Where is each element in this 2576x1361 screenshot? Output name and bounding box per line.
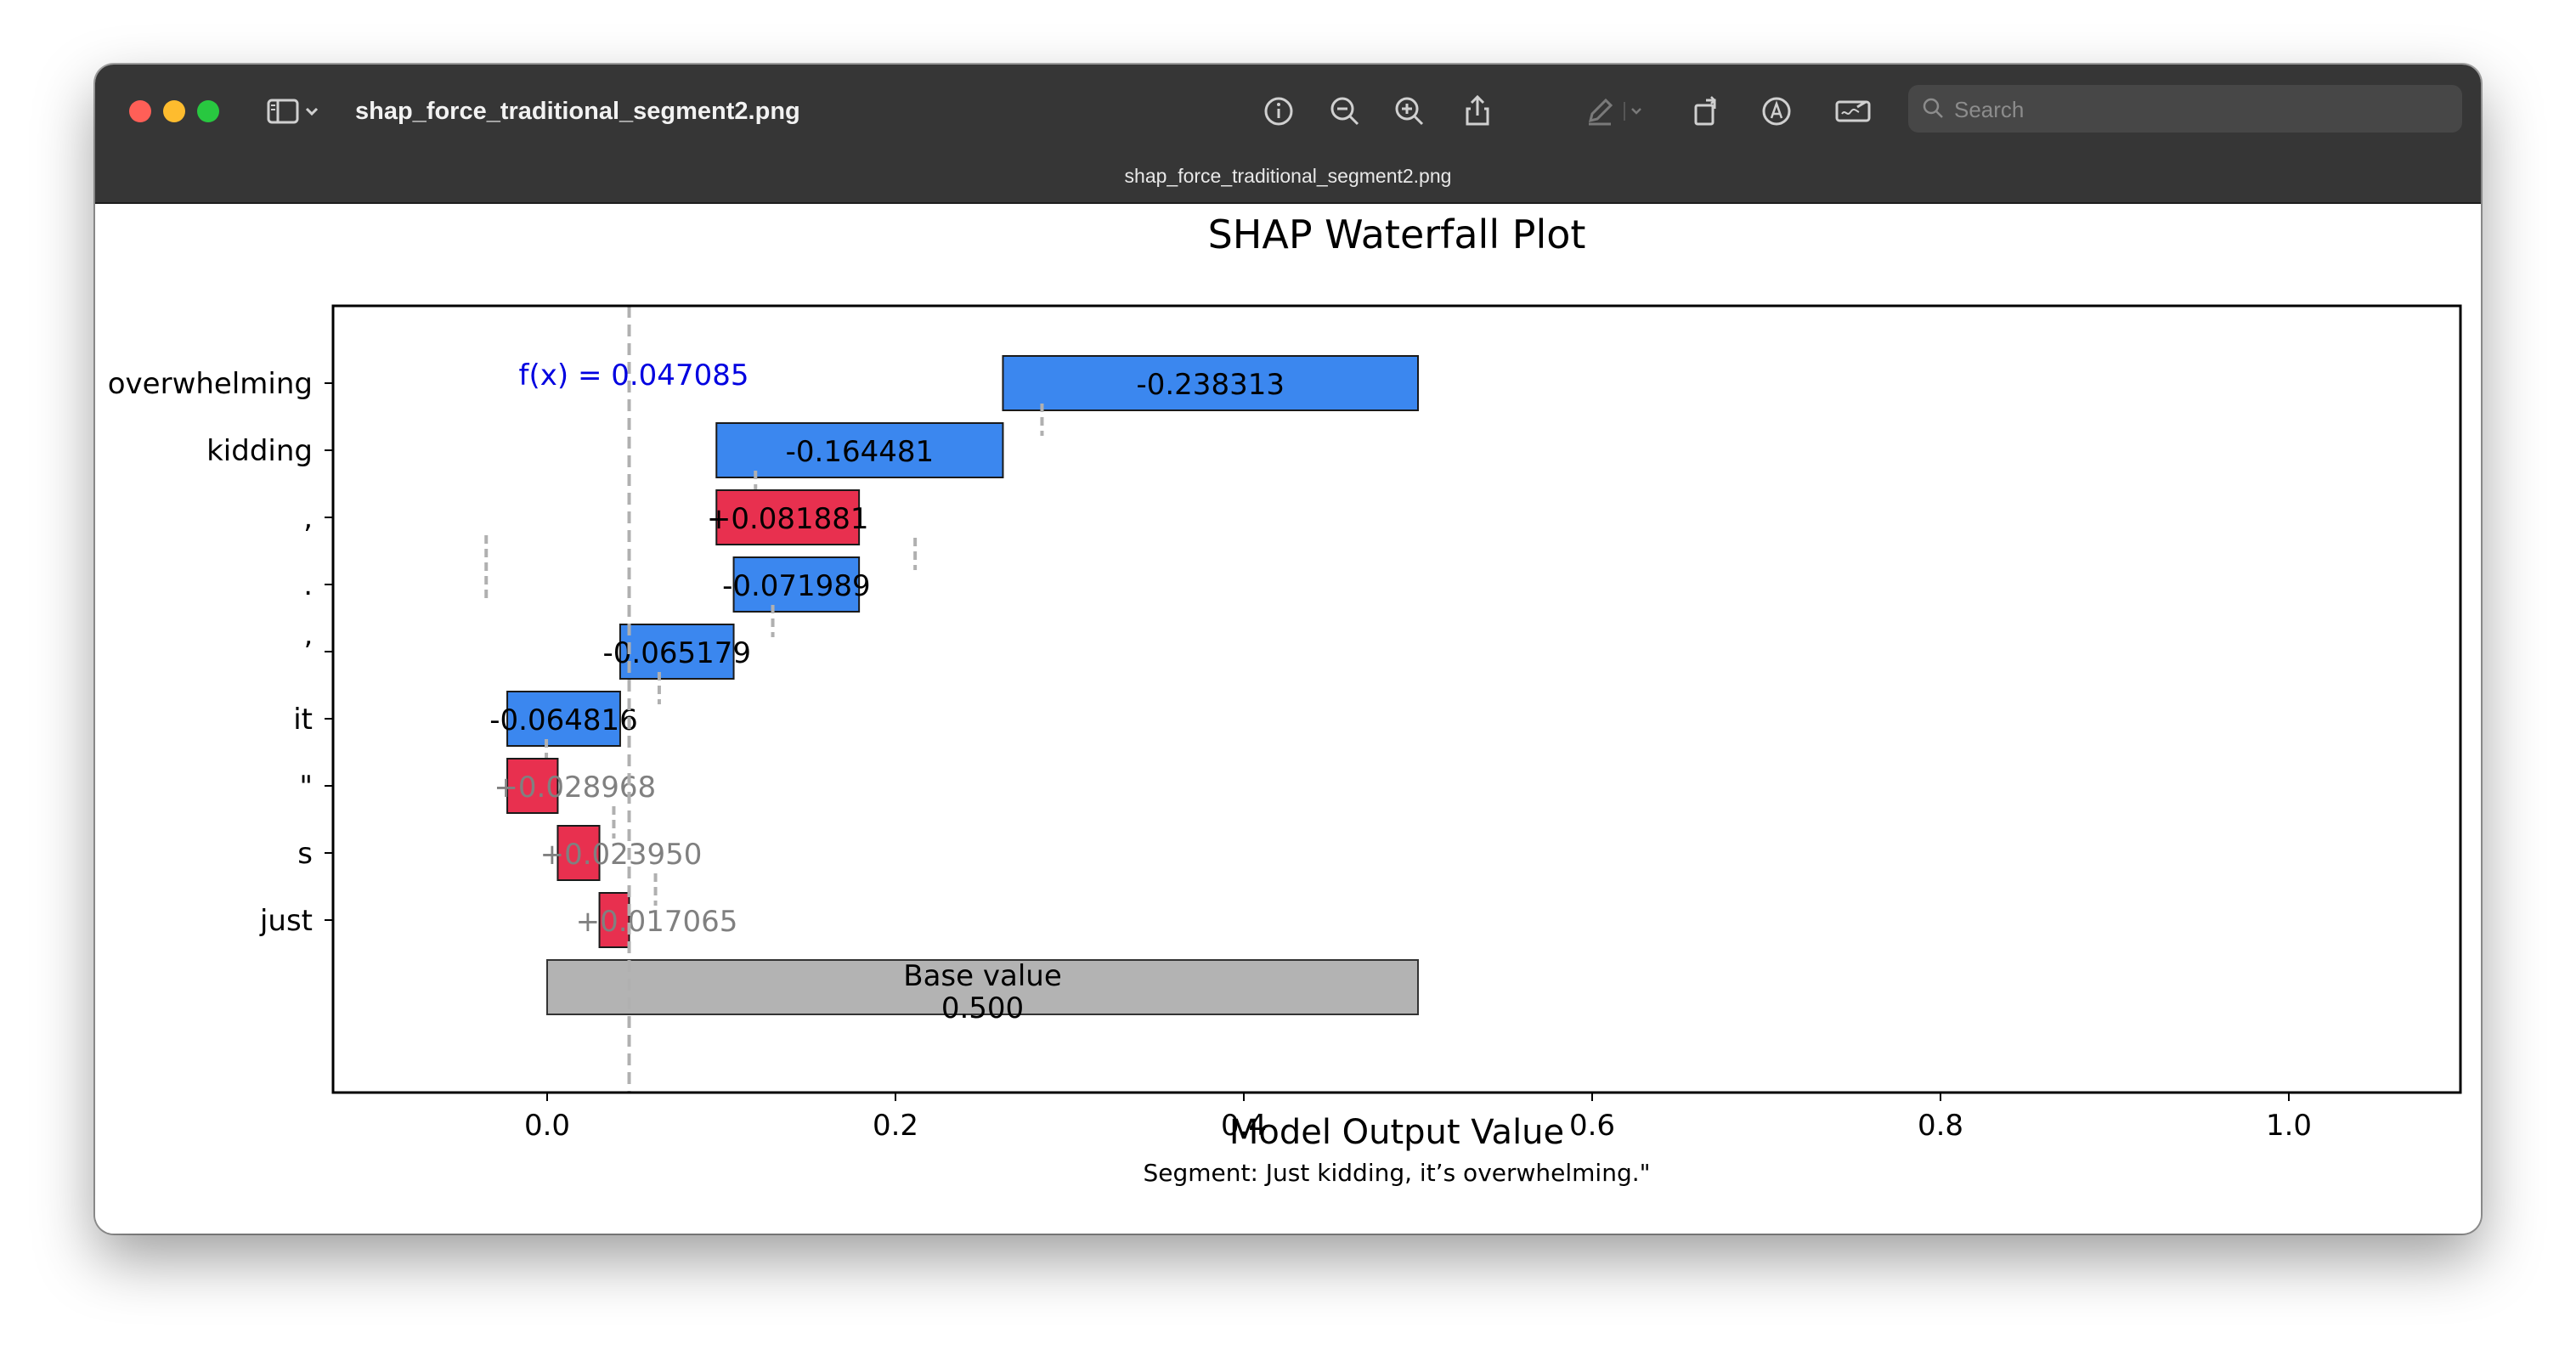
feature-bar (1002, 355, 1420, 411)
shap-waterfall-chart: SHAP Waterfall Plot -0.238313 overwhelming… (108, 212, 2462, 1187)
feature-token-label: overwhelming (108, 367, 313, 401)
document-title: shap_force_traditional_segment2.png (1124, 165, 1452, 187)
preview-window: shap_force_traditional_segment2.png (95, 65, 2481, 1234)
feature-token-label: kidding (206, 434, 313, 468)
title-bar: shap_force_traditional_segment2.png (95, 65, 2481, 204)
feature-token-label: ’ (303, 635, 313, 669)
zoom-in-icon[interactable] (1388, 90, 1431, 133)
search-icon (1923, 98, 1943, 118)
feature-value-label: +0.081881 (707, 502, 869, 536)
feature-bar (619, 624, 735, 680)
feature-value-label: +0.017065 (576, 905, 738, 939)
feature-bar (715, 422, 1004, 478)
image-canvas: SHAP Waterfall Plot -0.238313 overwhelming… (95, 204, 2481, 1234)
maximize-window-button[interactable] (197, 100, 219, 122)
feature-bar (732, 556, 861, 613)
info-icon[interactable] (1257, 90, 1300, 133)
feature-bar (556, 825, 601, 881)
feature-value-label: -0.064816 (489, 703, 638, 737)
feature-value-label: +0.023950 (540, 838, 703, 872)
zoom-out-icon[interactable] (1324, 90, 1366, 133)
x-tick-label: 0.2 (873, 1109, 918, 1143)
minimize-window-button[interactable] (163, 100, 185, 122)
feature-value-label: +0.028968 (494, 771, 656, 805)
x-tick-label: 0.8 (1918, 1109, 1963, 1143)
markup-icon[interactable] (1755, 90, 1798, 133)
feature-bar (598, 892, 630, 948)
share-icon[interactable] (1456, 90, 1499, 133)
segment-caption: Segment: Just kidding, it’s overwhelming… (1143, 1159, 1650, 1187)
search-field[interactable] (1908, 85, 2462, 133)
feature-token-label: . (303, 568, 313, 602)
feature-token-label: it (293, 703, 313, 737)
signature-icon[interactable] (1832, 90, 1874, 133)
x-tick-label: 1.0 (2266, 1109, 2312, 1143)
base-value-bar (546, 959, 1419, 1015)
chevron-down-icon[interactable] (1623, 90, 1648, 133)
feature-value-label: -0.238313 (1136, 368, 1285, 402)
feature-token-label: " (299, 770, 313, 804)
window-title: shap_force_traditional_segment2.png (355, 98, 800, 125)
feature-bar (715, 489, 861, 545)
rotate-icon[interactable] (1686, 90, 1728, 133)
chevron-down-icon[interactable] (299, 90, 325, 133)
x-tick-label: 0.6 (1569, 1109, 1615, 1143)
feature-bar (506, 691, 621, 747)
highlight-pen-icon[interactable] (1579, 90, 1621, 133)
sidebar-icon[interactable] (262, 90, 304, 133)
chart-title: SHAP Waterfall Plot (1208, 212, 1586, 257)
feature-token-label: s (297, 837, 313, 871)
feature-bar (506, 758, 559, 814)
close-window-button[interactable] (129, 100, 151, 122)
feature-value-label: -0.071989 (722, 569, 871, 603)
x-axis-label: Model Output Value (1229, 1113, 1564, 1152)
x-tick-label: 0.4 (1221, 1109, 1267, 1143)
fx-label: f(x) = 0.047085 (519, 359, 749, 392)
plot-frame (331, 304, 2462, 1094)
feature-value-label: -0.164481 (786, 435, 935, 469)
feature-token-label: just (259, 904, 313, 938)
feature-value-label: -0.065179 (602, 636, 751, 670)
base-value-number: 0.500 (941, 991, 1024, 1025)
base-value-label: Base value (903, 959, 1061, 993)
feature-token-label: , (303, 501, 313, 535)
search-input[interactable] (1952, 92, 2449, 127)
x-tick-label: 0.0 (524, 1109, 570, 1143)
